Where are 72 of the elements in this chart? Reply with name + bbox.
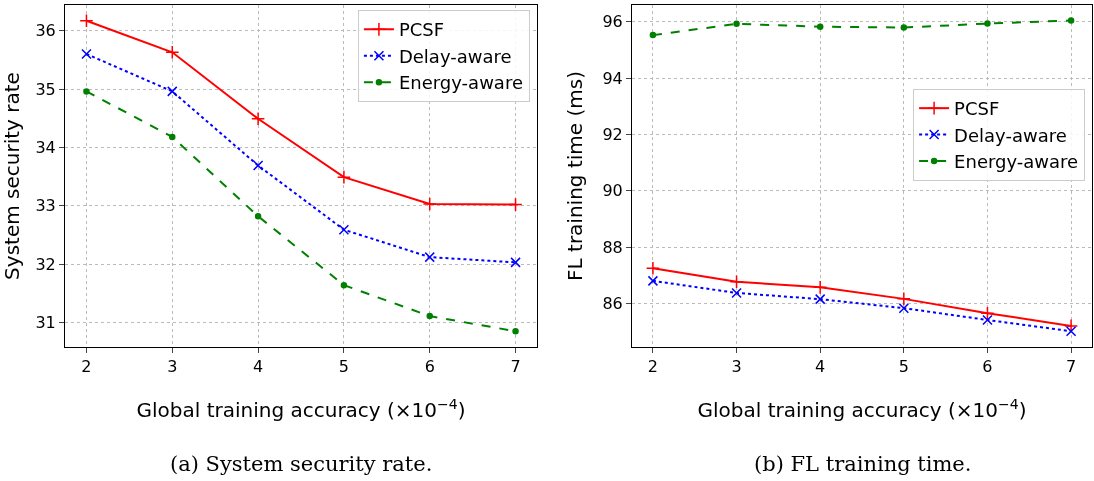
x-tick-label: 7 xyxy=(510,357,521,377)
point xyxy=(169,133,176,141)
point xyxy=(1064,318,1079,333)
y-axis-title: FL training time (ms) xyxy=(563,71,587,281)
text: (a) System security rate. xyxy=(170,452,433,476)
legend-label: Delay-aware xyxy=(954,124,1067,146)
x-tick-label: 5 xyxy=(338,357,349,377)
point xyxy=(336,170,351,185)
point xyxy=(814,293,826,305)
y-tick-label: 88 xyxy=(602,237,623,257)
x-tick-label: 3 xyxy=(167,357,178,377)
legend-label: Delay-aware xyxy=(398,45,512,67)
point xyxy=(251,111,266,126)
point xyxy=(813,280,828,295)
point xyxy=(982,314,993,326)
y-axis-title: System security rate xyxy=(0,72,24,280)
legend-label: Energy-aware xyxy=(398,72,523,94)
point xyxy=(508,197,523,212)
point xyxy=(81,48,92,60)
point xyxy=(898,302,910,314)
point xyxy=(512,327,519,335)
x-axis-title: Global training accuracy (×10$^{−4}$) xyxy=(697,395,1027,422)
y-tick-label: 33 xyxy=(35,196,56,216)
point xyxy=(340,281,348,289)
point xyxy=(1065,325,1077,337)
point xyxy=(900,24,908,31)
x-tick-label: 6 xyxy=(424,357,435,377)
text: (b) FL training time. xyxy=(754,452,972,476)
x-tick-label: 4 xyxy=(815,357,826,377)
y-tick-label: 34 xyxy=(35,138,56,157)
x-axis-title: Global training accuracy (×10$^{−4}$) xyxy=(136,395,466,422)
point xyxy=(816,23,824,30)
legend-label: Energy-aware xyxy=(954,150,1079,172)
y-tick-label: 31 xyxy=(35,313,56,333)
point xyxy=(83,88,90,95)
point xyxy=(733,20,740,28)
point xyxy=(645,261,660,276)
legend-label: PCSF xyxy=(398,19,445,41)
x-tick-label: 2 xyxy=(81,357,92,377)
y-tick-label: 86 xyxy=(602,293,623,313)
point xyxy=(729,274,744,289)
point xyxy=(422,196,437,212)
point xyxy=(426,312,433,320)
point xyxy=(984,20,991,27)
point xyxy=(79,13,94,28)
y-tick-label: 92 xyxy=(602,125,623,145)
x-tick-label: 3 xyxy=(731,357,742,377)
x-tick-label: 4 xyxy=(253,357,264,377)
legend-label: PCSF xyxy=(954,98,1000,120)
x-tick-label: 7 xyxy=(1066,357,1077,377)
y-tick-label: 94 xyxy=(602,68,623,88)
y-tick-label: 32 xyxy=(35,254,56,274)
y-tick-label: 36 xyxy=(35,21,56,41)
y-tick-label: 90 xyxy=(602,181,623,201)
point xyxy=(165,45,180,60)
y-tick-label: 96 xyxy=(602,12,623,32)
point xyxy=(980,306,995,321)
point xyxy=(1067,17,1075,24)
point xyxy=(338,224,350,235)
y-tick-label: 35 xyxy=(35,79,56,99)
point xyxy=(167,86,178,97)
point xyxy=(649,31,657,39)
point xyxy=(510,257,521,268)
x-tick-label: 2 xyxy=(647,357,658,377)
x-tick-label: 5 xyxy=(898,357,909,377)
point xyxy=(731,287,742,299)
point xyxy=(252,160,264,171)
point xyxy=(647,275,659,287)
point xyxy=(896,291,911,306)
x-tick-label: 6 xyxy=(982,357,993,377)
point xyxy=(254,213,262,220)
point xyxy=(424,251,435,263)
